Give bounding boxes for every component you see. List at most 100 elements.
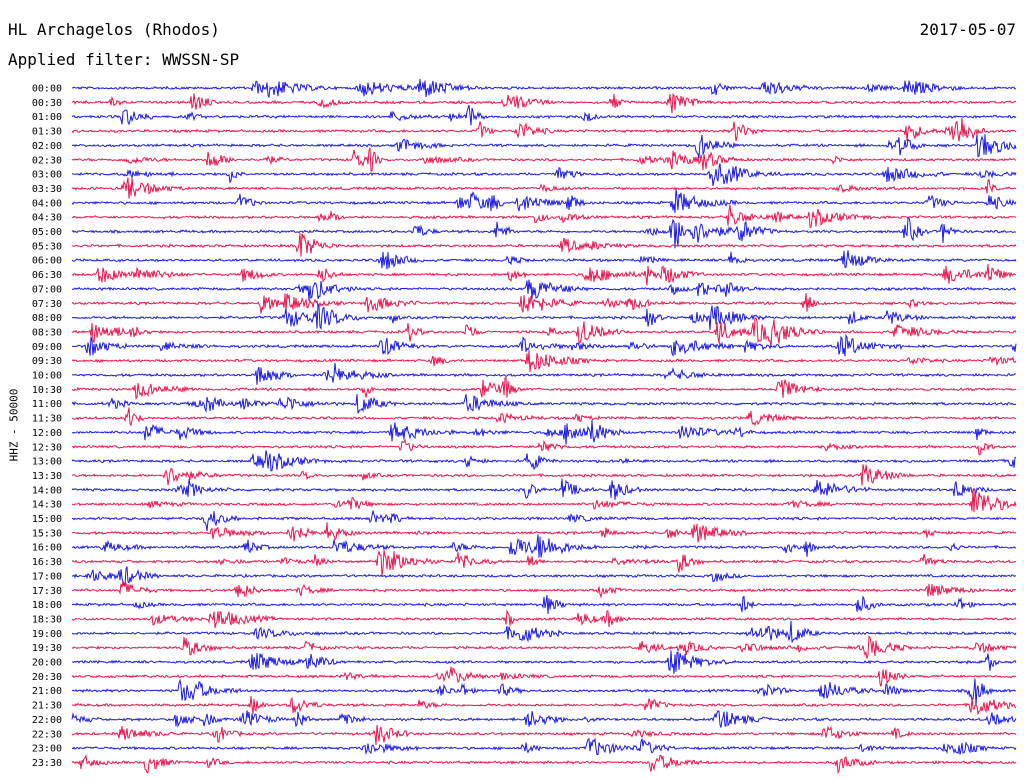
row-time-label: 15:30	[32, 528, 62, 539]
seismic-trace-1830	[71, 609, 1017, 629]
row-time-label: 08:30	[32, 327, 62, 338]
row-time-label: 04:00	[32, 198, 62, 209]
seismic-trace-1300	[71, 450, 1017, 472]
row-time-label: 03:30	[32, 184, 62, 195]
row-time-label: 10:00	[32, 371, 62, 382]
row-time-label: 04:30	[32, 213, 62, 224]
seismic-trace-0900	[71, 333, 1017, 358]
seismic-trace-0530	[71, 232, 1017, 257]
row-time-label: 00:30	[32, 98, 62, 109]
row-time-label: 06:30	[32, 270, 62, 281]
seismic-trace-0730	[71, 293, 1017, 314]
seismic-trace-2130	[71, 695, 1017, 716]
seismic-trace-1500	[72, 510, 1017, 532]
row-time-label: 03:00	[32, 170, 62, 181]
seismic-trace-1030	[71, 376, 1017, 400]
station-title: HL Archagelos (Rhodos)	[8, 20, 220, 39]
row-time-label: 05:00	[32, 227, 62, 238]
row-time-label: 02:00	[32, 141, 62, 152]
row-time-label: 14:30	[32, 500, 62, 511]
row-time-label: 00:00	[32, 84, 62, 95]
seismic-trace-2000	[71, 650, 1017, 674]
seismic-trace-1700	[71, 566, 1017, 587]
seismic-trace-1000	[71, 363, 1017, 385]
filter-label: Applied filter: WWSSN-SP	[8, 50, 240, 69]
seismic-trace-0800	[71, 302, 1017, 331]
row-time-label: 12:00	[32, 428, 62, 439]
row-time-label: 22:00	[32, 715, 62, 726]
row-time-label: 14:00	[32, 485, 62, 496]
row-time-label: 20:00	[32, 658, 62, 669]
seismic-trace-2300	[71, 737, 1017, 756]
seismic-trace-2230	[71, 724, 1017, 746]
seismic-trace-0200	[72, 134, 1017, 159]
seismic-trace-1930	[71, 635, 1017, 659]
seismic-trace-0030	[71, 93, 1017, 114]
seismic-trace-0630	[71, 263, 1017, 286]
seismic-trace-1800	[71, 595, 1017, 614]
seismic-trace-1100	[71, 394, 1017, 414]
seismic-trace-1200	[71, 419, 1017, 445]
row-time-label: 21:30	[32, 701, 62, 712]
seismic-trace-0000	[71, 78, 1017, 98]
seismic-trace-0230	[71, 147, 1017, 172]
seismic-trace-0830	[71, 317, 1017, 348]
seismic-trace-2330	[71, 754, 1017, 774]
seismic-trace-0700	[71, 279, 1017, 301]
seismic-trace-1230	[71, 438, 1017, 456]
seismic-trace-1130	[71, 407, 1017, 427]
row-time-label: 21:00	[32, 686, 62, 697]
row-time-label: 13:30	[32, 471, 62, 482]
row-time-label: 07:00	[32, 284, 62, 295]
row-time-label: 13:00	[32, 457, 62, 468]
row-time-label: 11:30	[32, 414, 62, 425]
row-time-label: 16:00	[32, 543, 62, 554]
row-time-label: 19:00	[32, 629, 62, 640]
row-time-label: 12:30	[32, 442, 62, 453]
row-time-label: 02:30	[32, 155, 62, 166]
row-time-label: 20:30	[32, 672, 62, 683]
row-time-label: 07:30	[32, 299, 62, 310]
seismic-trace-0100	[71, 104, 1017, 126]
seismic-trace-0930	[71, 350, 1017, 373]
seismic-trace-0330	[71, 177, 1017, 199]
row-time-label: 06:00	[32, 256, 62, 267]
row-time-label: 09:00	[32, 342, 62, 353]
row-time-label: 11:00	[32, 399, 62, 410]
row-time-label: 15:00	[32, 514, 62, 525]
seismic-trace-1400	[71, 478, 1017, 500]
seismic-trace-1630	[71, 550, 1017, 576]
seismic-trace-2100	[71, 678, 1017, 706]
seismic-trace-2200	[71, 710, 1017, 728]
date-label: 2017-05-07	[919, 20, 1016, 39]
seismic-trace-0400	[71, 188, 1017, 213]
row-time-label: 01:30	[32, 127, 62, 138]
row-time-label: 19:30	[32, 643, 62, 654]
row-time-label: 18:00	[32, 600, 62, 611]
seismic-trace-1730	[71, 580, 1016, 599]
seismic-trace-1600	[71, 534, 1017, 558]
row-time-label: 18:30	[32, 614, 62, 625]
row-time-label: 17:30	[32, 586, 62, 597]
seismic-trace-1530	[71, 522, 1017, 543]
seismic-trace-1430	[71, 489, 1017, 513]
seismic-trace-1330	[71, 464, 1017, 486]
row-time-label: 23:00	[32, 744, 62, 755]
seismic-trace-1900	[71, 620, 1017, 643]
seismic-trace-0130	[71, 117, 1017, 142]
row-time-label: 17:00	[32, 571, 62, 582]
seismic-trace-0600	[71, 250, 1017, 270]
row-time-label: 09:30	[32, 356, 62, 367]
row-time-label: 08:00	[32, 313, 62, 324]
row-time-label: 01:00	[32, 112, 62, 123]
row-time-label: 23:30	[32, 758, 62, 769]
seismic-trace-0500	[71, 217, 1017, 249]
seismic-trace-2030	[71, 666, 1017, 687]
row-time-label: 10:30	[32, 385, 62, 396]
seismic-trace-0300	[71, 163, 1017, 186]
seismic-trace-0430	[71, 204, 1016, 228]
row-time-label: 22:30	[32, 729, 62, 740]
row-time-label: 05:30	[32, 241, 62, 252]
row-time-label: 16:30	[32, 557, 62, 568]
